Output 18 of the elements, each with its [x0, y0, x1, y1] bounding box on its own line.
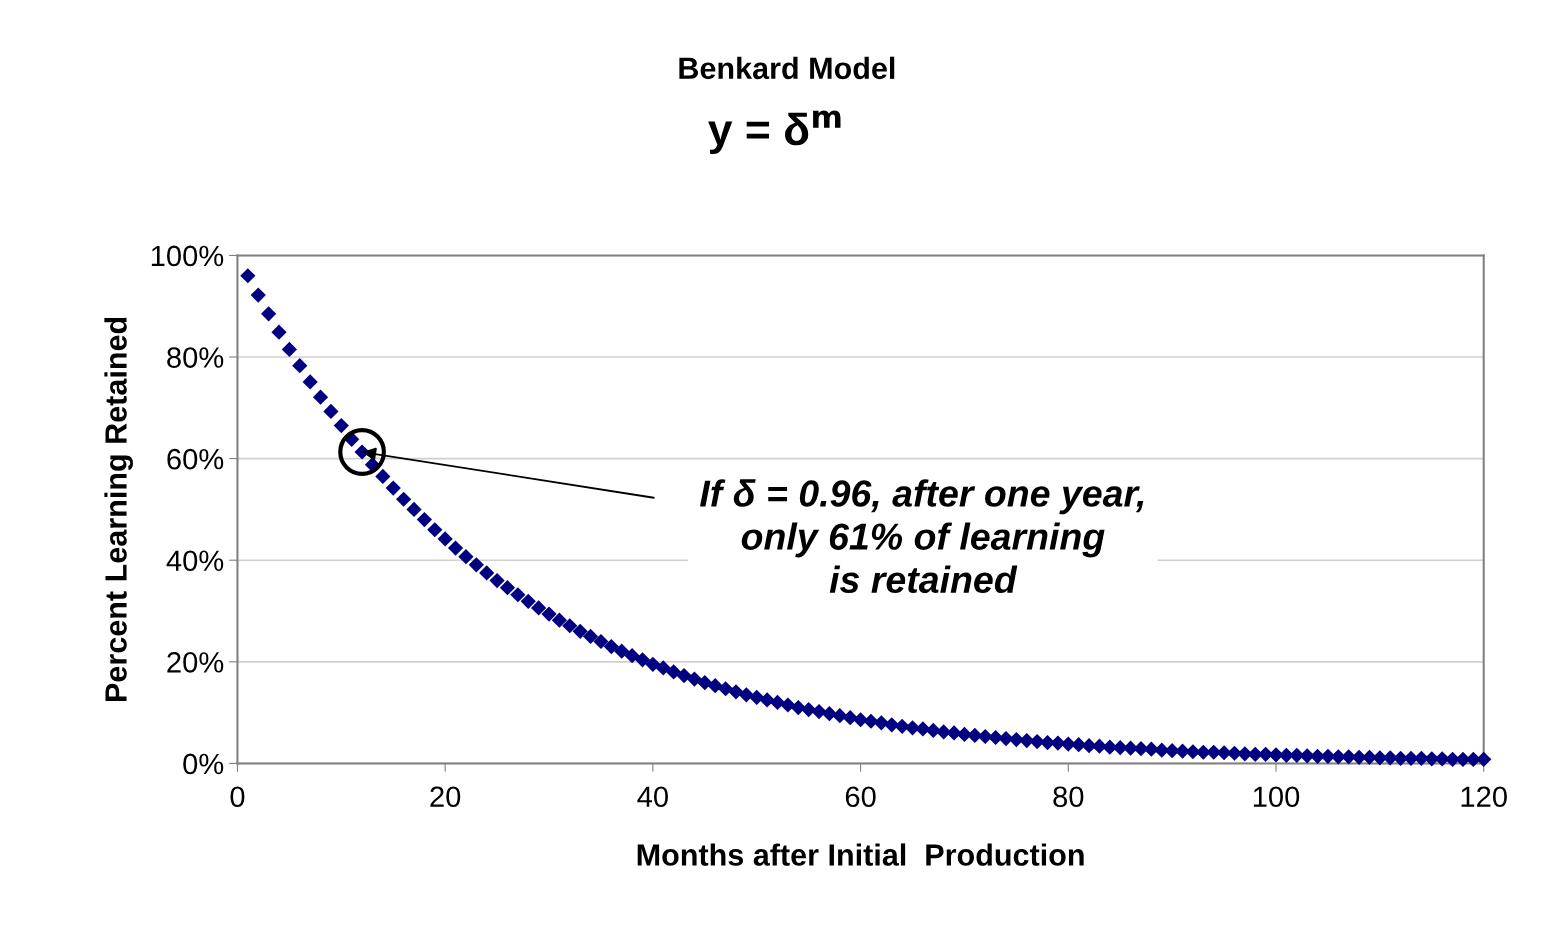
- y-tick-label: 100%: [151, 245, 224, 267]
- x-tick-label: 40: [637, 786, 668, 808]
- y-tick-label: 40%: [166, 550, 224, 572]
- y-axis-title: Percent Learning Retained: [104, 317, 133, 701]
- y-tick-label: 60%: [167, 448, 224, 470]
- annotation: If δ = 0.96, after one year, only 61% of learning is retained: [700, 479, 1144, 594]
- x-tick-label: 100: [1253, 786, 1300, 808]
- x-tick-label: 0: [230, 786, 245, 808]
- y-tick-label: 0%: [183, 753, 224, 775]
- x-tick-label: 80: [1053, 786, 1084, 808]
- x-tick-label: 120: [1461, 786, 1507, 808]
- chart-title: Benkard Model: [679, 56, 895, 80]
- x-tick-label: 20: [430, 786, 461, 808]
- y-tick-label: 20%: [167, 652, 224, 673]
- chart-subtitle: y = δ$^{m}$: [708, 110, 841, 155]
- x-axis-title: Months after Initial Production: [637, 843, 1084, 866]
- y-tick-label: 80%: [167, 347, 224, 368]
- x-tick-label: 60: [845, 786, 876, 808]
